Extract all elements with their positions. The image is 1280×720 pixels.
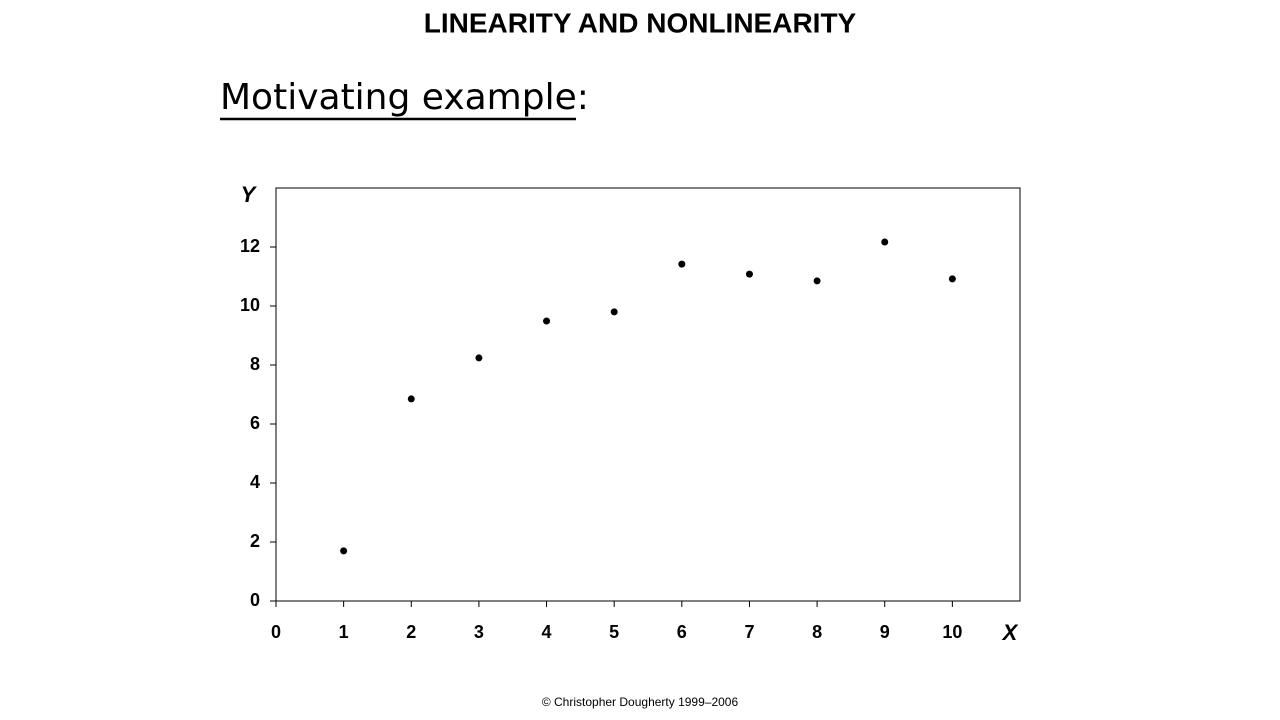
y-tick-label: 8 [250,354,260,374]
x-axis-label: X [1001,620,1019,645]
x-tick-label: 5 [609,622,619,642]
data-point [881,238,889,246]
x-tick-label: 7 [744,622,754,642]
y-tick-label: 10 [240,295,260,315]
y-tick-label: 6 [250,413,260,433]
x-tick-label: 3 [474,622,484,642]
x-tick-label: 10 [942,622,962,642]
y-tick-label: 2 [250,531,260,551]
plot-frame [275,187,1021,602]
subtitle: Motivating example: [220,77,589,118]
data-point [543,317,551,325]
data-point [678,260,686,268]
data-point [340,547,348,555]
data-point [745,270,753,278]
y-tick-label: 12 [240,236,260,256]
data-point [610,308,618,316]
x-tick-label: 1 [339,622,349,642]
x-tick-label: 9 [880,622,890,642]
y-tick-label: 0 [250,590,260,610]
y-axis-label: Y [241,182,258,207]
data-point [948,275,956,283]
data-point [813,277,821,285]
y-tick-label: 4 [250,472,260,492]
x-tick-label: 4 [542,622,552,642]
footer: © Christopher Dougherty 1999–2006 [542,695,739,709]
data-point [407,395,415,403]
slide-title: LINEARITY AND NONLINEARITY [424,7,857,38]
x-tick-label: 8 [812,622,822,642]
x-tick-label: 6 [677,622,687,642]
data-point [475,354,483,362]
x-tick-label: 0 [271,622,281,642]
x-tick-label: 2 [406,622,416,642]
